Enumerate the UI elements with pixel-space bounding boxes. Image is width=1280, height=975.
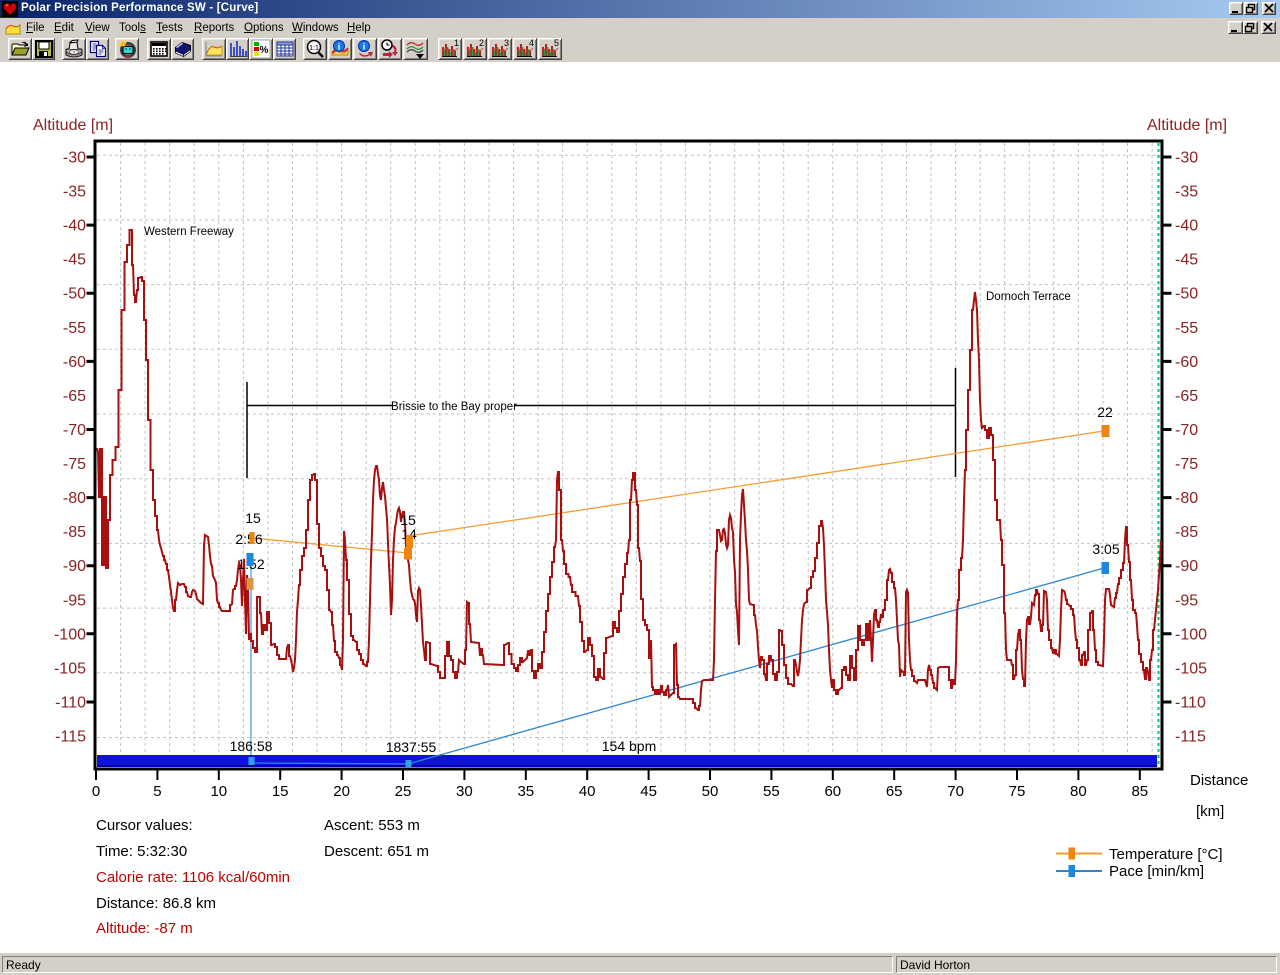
svg-text:Pace [min/km]: Pace [min/km] [1109,863,1204,880]
svg-text:-40: -40 [63,218,86,235]
svg-text:-40: -40 [1175,218,1198,235]
svg-text:Cursor values:: Cursor values: [96,817,193,834]
svg-text:[km]: [km] [1196,803,1224,820]
svg-text:5: 5 [553,39,558,48]
svg-text:-55: -55 [63,320,86,337]
svg-text:65: 65 [886,783,903,800]
svg-text:-105: -105 [54,660,86,677]
svg-text:25: 25 [395,783,412,800]
svg-text:55: 55 [763,783,780,800]
svg-text:%: % [260,45,269,56]
svg-text:1837:55: 1837:55 [386,739,437,755]
svg-text:-60: -60 [63,354,86,371]
svg-text:3: 3 [503,39,508,48]
svg-text:-75: -75 [63,456,86,473]
svg-text:35: 35 [517,783,534,800]
svg-text:-35: -35 [1175,184,1198,201]
svg-text:-100: -100 [1175,626,1207,643]
svg-text:5: 5 [153,783,161,800]
svg-text:-35: -35 [63,184,86,201]
svg-text:Ascent: 553 m: Ascent: 553 m [324,817,420,834]
svg-text:i: i [362,42,365,52]
svg-text:-85: -85 [1175,524,1198,541]
svg-text:-30: -30 [1175,150,1198,167]
svg-text:Brissie to the Bay proper: Brissie to the Bay proper [391,401,517,413]
svg-text:-45: -45 [63,252,86,269]
svg-text:-50: -50 [1175,286,1198,303]
svg-text:-100: -100 [54,626,86,643]
svg-text:-115: -115 [1175,729,1206,746]
svg-text:1:1: 1:1 [309,45,319,52]
svg-text:Distance: 86.8 km: Distance: 86.8 km [96,895,216,912]
svg-text:0: 0 [92,783,100,800]
svg-text:2:56: 2:56 [235,531,262,547]
svg-text:10: 10 [210,783,227,800]
svg-text:75: 75 [1009,783,1026,800]
svg-text:50: 50 [702,783,719,800]
svg-text:-70: -70 [63,422,86,439]
svg-text:70: 70 [947,783,964,800]
svg-text:-75: -75 [1175,456,1198,473]
svg-text:-80: -80 [63,490,86,507]
svg-text:Western Freeway: Western Freeway [144,226,234,238]
svg-text:-65: -65 [63,388,86,405]
svg-text:3:05: 3:05 [1092,541,1119,557]
svg-text:30: 30 [456,783,473,800]
svg-text:Altitude [m]: Altitude [m] [33,117,113,134]
svg-text:-55: -55 [1175,320,1198,337]
svg-text:15: 15 [245,510,261,526]
svg-text:Descent: 651 m: Descent: 651 m [324,843,429,860]
svg-text:-30: -30 [63,150,86,167]
svg-text:45: 45 [640,783,657,800]
svg-text:186:58: 186:58 [230,738,273,754]
svg-text:20: 20 [333,783,350,800]
svg-text:-60: -60 [1175,354,1198,371]
svg-text:-110: -110 [1175,695,1206,712]
svg-text:15: 15 [400,512,416,528]
svg-text:-105: -105 [1175,660,1207,677]
svg-text:-80: -80 [1175,490,1198,507]
svg-text:40: 40 [579,783,596,800]
svg-text:Altitude [m]: Altitude [m] [1147,117,1227,134]
svg-text:Altitude: -87 m: Altitude: -87 m [96,920,193,937]
svg-text:-110: -110 [55,695,86,712]
svg-text:-90: -90 [1175,558,1198,575]
svg-text:-90: -90 [63,558,86,575]
svg-text:Temperature [°C]: Temperature [°C] [1109,846,1223,863]
svg-text:i: i [337,42,340,52]
svg-text:Distance: Distance [1190,772,1248,789]
svg-text:Calorie rate: 1106 kcal/60min: Calorie rate: 1106 kcal/60min [96,869,290,886]
svg-text:22: 22 [1097,404,1113,420]
svg-text:Time: 5:32:30: Time: 5:32:30 [96,843,187,860]
svg-text:-95: -95 [63,592,86,609]
svg-text:-45: -45 [1175,252,1198,269]
svg-text:Dornoch Terrace: Dornoch Terrace [986,291,1071,303]
svg-text:80: 80 [1070,783,1087,800]
svg-text:4: 4 [528,39,533,48]
svg-text:15: 15 [272,783,289,800]
svg-text:-50: -50 [63,286,86,303]
svg-text:-70: -70 [1175,422,1198,439]
svg-text:-95: -95 [1175,592,1198,609]
svg-text:85: 85 [1131,783,1148,800]
svg-text:14: 14 [401,526,417,542]
svg-text:-65: -65 [1175,388,1198,405]
svg-text:-115: -115 [55,729,86,746]
svg-text:-85: -85 [63,524,86,541]
svg-text:60: 60 [824,783,841,800]
svg-text:2: 2 [478,39,483,48]
svg-text:1: 1 [453,39,458,48]
svg-text:154 bpm: 154 bpm [602,738,656,754]
